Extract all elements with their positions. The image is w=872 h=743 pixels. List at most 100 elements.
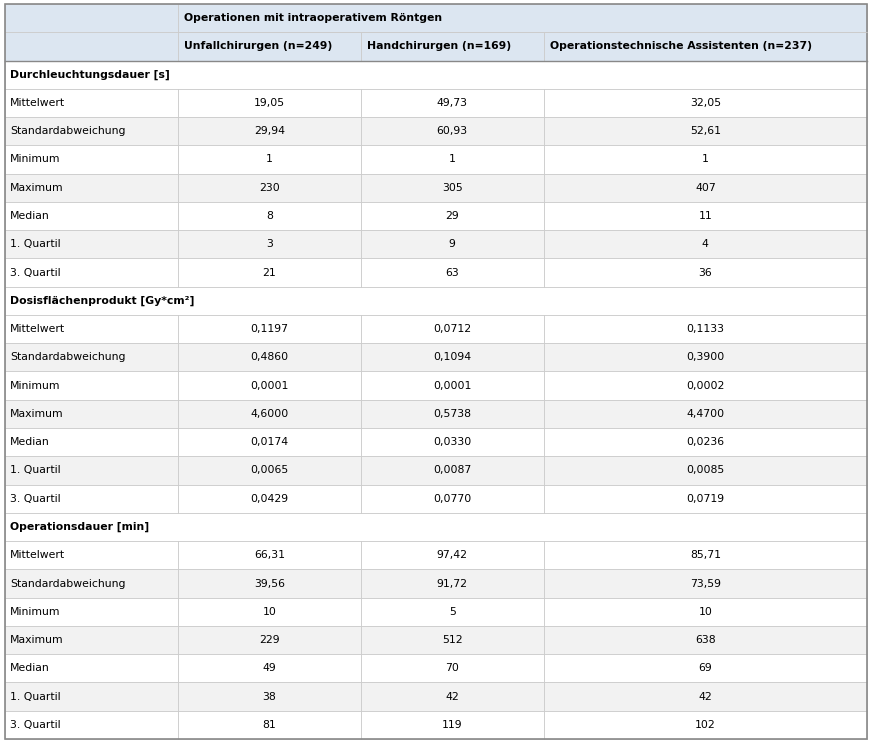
Bar xyxy=(544,654,867,683)
Bar xyxy=(178,4,867,32)
Text: Minimum: Minimum xyxy=(10,607,60,617)
Bar xyxy=(5,683,178,711)
Text: 29,94: 29,94 xyxy=(254,126,285,136)
Text: Mittelwert: Mittelwert xyxy=(10,551,65,560)
Bar xyxy=(5,456,178,484)
Text: 0,1094: 0,1094 xyxy=(433,352,472,363)
Text: 52,61: 52,61 xyxy=(690,126,721,136)
Bar xyxy=(178,343,361,372)
Bar xyxy=(544,259,867,287)
Text: 9: 9 xyxy=(449,239,456,250)
Bar xyxy=(5,541,178,569)
Text: 4,6000: 4,6000 xyxy=(250,409,289,419)
Text: Mittelwert: Mittelwert xyxy=(10,324,65,334)
Bar xyxy=(361,400,544,428)
Bar xyxy=(178,174,361,202)
Text: 32,05: 32,05 xyxy=(690,98,721,108)
Bar xyxy=(178,711,361,739)
Text: 0,0429: 0,0429 xyxy=(250,493,289,504)
Text: Unfallchirurgen (n=249): Unfallchirurgen (n=249) xyxy=(184,42,332,51)
Text: Maximum: Maximum xyxy=(10,183,64,192)
Bar xyxy=(544,89,867,117)
Text: Maximum: Maximum xyxy=(10,409,64,419)
Bar xyxy=(544,428,867,456)
Bar xyxy=(544,230,867,259)
Text: 0,0001: 0,0001 xyxy=(433,380,472,391)
Bar xyxy=(5,146,178,174)
Text: 0,0719: 0,0719 xyxy=(686,493,725,504)
Text: Standardabweichung: Standardabweichung xyxy=(10,352,126,363)
Text: 49,73: 49,73 xyxy=(437,98,467,108)
Text: 70: 70 xyxy=(446,663,460,673)
Bar xyxy=(178,654,361,683)
Text: Operationstechnische Assistenten (n=237): Operationstechnische Assistenten (n=237) xyxy=(549,42,812,51)
Bar xyxy=(544,541,867,569)
Text: 49: 49 xyxy=(262,663,276,673)
Text: 638: 638 xyxy=(695,635,716,645)
Bar xyxy=(361,117,544,146)
Bar xyxy=(5,626,178,654)
Bar xyxy=(178,400,361,428)
Text: 39,56: 39,56 xyxy=(254,579,285,588)
Bar xyxy=(361,569,544,597)
Text: 38: 38 xyxy=(262,692,276,701)
Bar xyxy=(361,654,544,683)
Bar xyxy=(544,569,867,597)
Bar xyxy=(544,315,867,343)
Bar xyxy=(544,372,867,400)
Text: Mittelwert: Mittelwert xyxy=(10,98,65,108)
Bar xyxy=(178,569,361,597)
Text: Minimum: Minimum xyxy=(10,380,60,391)
Text: Handchirurgen (n=169): Handchirurgen (n=169) xyxy=(367,42,511,51)
Text: 4: 4 xyxy=(702,239,709,250)
Bar xyxy=(5,428,178,456)
Bar xyxy=(544,711,867,739)
Text: 0,0085: 0,0085 xyxy=(686,465,725,476)
Bar xyxy=(361,683,544,711)
Bar xyxy=(178,89,361,117)
Text: 81: 81 xyxy=(262,720,276,730)
Bar xyxy=(361,456,544,484)
Text: 1. Quartil: 1. Quartil xyxy=(10,692,61,701)
Bar xyxy=(544,202,867,230)
Bar xyxy=(5,711,178,739)
Text: 230: 230 xyxy=(259,183,280,192)
Text: Standardabweichung: Standardabweichung xyxy=(10,126,126,136)
Text: 10: 10 xyxy=(262,607,276,617)
Text: 0,0770: 0,0770 xyxy=(433,493,472,504)
Bar xyxy=(544,683,867,711)
Text: 1. Quartil: 1. Quartil xyxy=(10,465,61,476)
Bar xyxy=(544,484,867,513)
Text: 29: 29 xyxy=(446,211,460,221)
Bar xyxy=(178,456,361,484)
Bar xyxy=(5,174,178,202)
Bar xyxy=(5,202,178,230)
Text: 512: 512 xyxy=(442,635,463,645)
Bar xyxy=(178,484,361,513)
Bar xyxy=(5,372,178,400)
Text: 69: 69 xyxy=(698,663,712,673)
Text: 85,71: 85,71 xyxy=(690,551,721,560)
Text: 1. Quartil: 1. Quartil xyxy=(10,239,61,250)
Text: 0,5738: 0,5738 xyxy=(433,409,471,419)
Text: 0,0712: 0,0712 xyxy=(433,324,472,334)
Bar xyxy=(5,315,178,343)
Text: 1: 1 xyxy=(702,155,709,164)
Text: 73,59: 73,59 xyxy=(690,579,721,588)
Text: 8: 8 xyxy=(266,211,273,221)
Text: Maximum: Maximum xyxy=(10,635,64,645)
Bar xyxy=(544,117,867,146)
Bar xyxy=(178,202,361,230)
Text: 3. Quartil: 3. Quartil xyxy=(10,267,61,278)
Text: 0,0087: 0,0087 xyxy=(433,465,472,476)
Bar xyxy=(361,174,544,202)
Bar xyxy=(178,597,361,626)
Text: 42: 42 xyxy=(698,692,712,701)
Text: 0,0002: 0,0002 xyxy=(686,380,725,391)
Text: 0,1133: 0,1133 xyxy=(686,324,725,334)
Bar xyxy=(178,230,361,259)
Text: Dosisflächenprodukt [Gy*cm²]: Dosisflächenprodukt [Gy*cm²] xyxy=(10,296,194,306)
Bar xyxy=(5,89,178,117)
Text: 1: 1 xyxy=(266,155,273,164)
Bar xyxy=(361,89,544,117)
